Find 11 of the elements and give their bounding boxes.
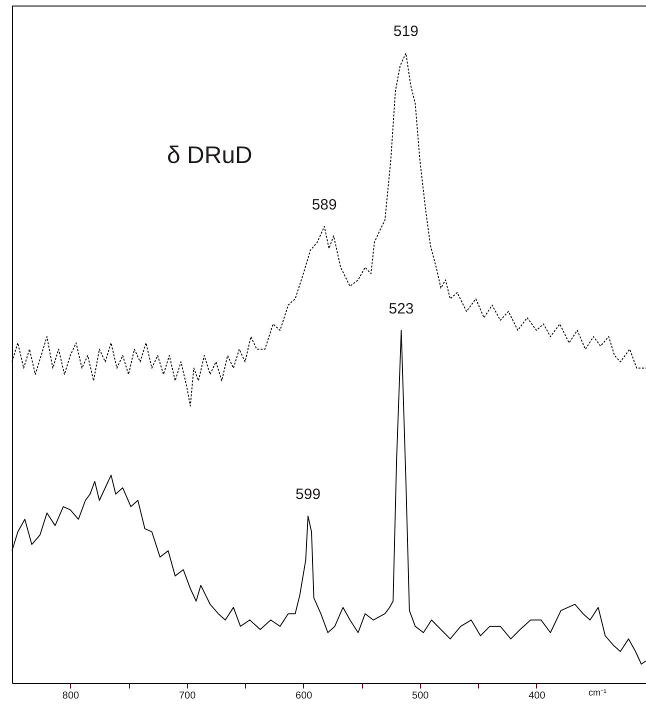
- annotation: 519: [393, 23, 418, 40]
- text: δ DRuD: [167, 142, 252, 169]
- annotation: 523: [388, 300, 414, 318]
- x-tick-label: 800: [62, 690, 80, 702]
- x-axis-title: cm⁻¹: [588, 688, 606, 698]
- x-tick-label: 600: [296, 690, 313, 702]
- x-tick-label: 700: [178, 690, 196, 702]
- annotation: 589: [312, 196, 337, 214]
- annotation: 599: [296, 486, 321, 504]
- x-tick-label: 500: [412, 690, 430, 702]
- x-tick-label: 400: [528, 690, 546, 702]
